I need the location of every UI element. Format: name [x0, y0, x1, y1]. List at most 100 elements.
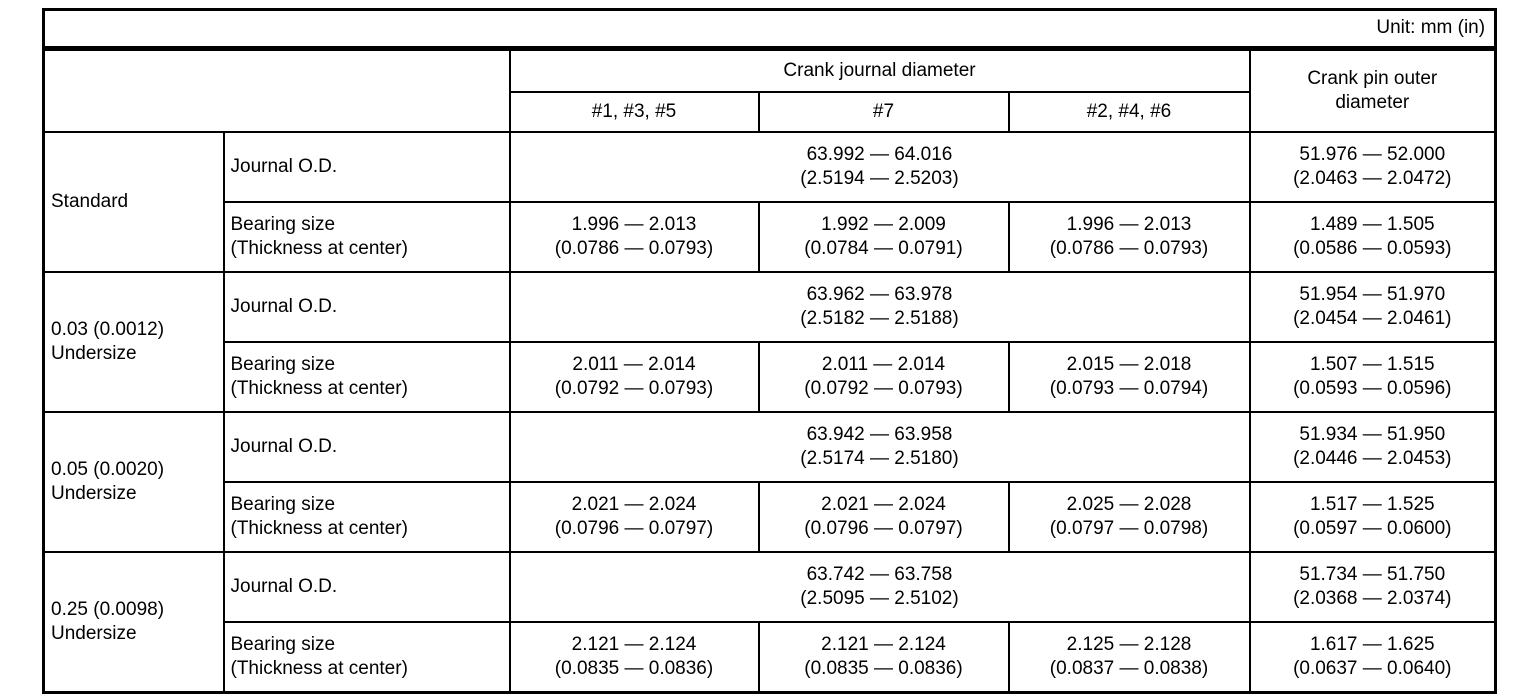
us025-pin-od-value: 51.734 — 51.750 (2.0368 — 2.0374) — [1248, 551, 1497, 623]
unit-row: Unit: mm (in) — [42, 8, 1497, 51]
us003-journal-od-value: 63.962 — 63.978 (2.5182 — 2.5188) — [508, 271, 1251, 343]
bearing-label-line1: Bearing size — [230, 213, 336, 235]
value-in: (0.0835 — 0.0836) — [804, 658, 963, 679]
group-label-line1: 0.03 (0.0012) — [51, 318, 165, 340]
group-label-003-undersize: 0.03 (0.0012) Undersize — [42, 271, 225, 413]
bearing-label-line2: (Thickness at center) — [230, 518, 408, 539]
value-in: (0.0593 — 0.0596) — [1293, 378, 1452, 399]
value-in: (0.0792 — 0.0793) — [554, 378, 714, 399]
value-mm: 51.734 — 51.750 — [1299, 563, 1446, 585]
us005-bearing-2-4-6: 2.025 — 2.028 (0.0797 — 0.0798) — [1007, 481, 1251, 553]
value-in: (2.5182 — 2.5188) — [800, 308, 959, 329]
row-label-bearing-size: Bearing size (Thickness at center) — [222, 201, 511, 273]
header-row-1: Crank journal diameter Crank pin outer d… — [42, 47, 1497, 133]
value-in: (2.0368 — 2.0374) — [1293, 588, 1452, 609]
bearing-label-line1: Bearing size — [230, 633, 336, 655]
row-label-journal-od: Journal O.D. — [222, 411, 511, 483]
value-mm: 63.962 — 63.978 — [806, 283, 953, 305]
value-in: (2.0446 — 2.0453) — [1293, 448, 1452, 469]
header-crank-pin-line1: Crank pin outer — [1307, 67, 1438, 89]
value-in: (0.0597 — 0.0600) — [1293, 518, 1452, 539]
value-in: (0.0786 — 0.0793) — [1049, 238, 1209, 259]
value-mm: 2.011 — 2.014 — [572, 353, 696, 375]
group-label-line1: 0.25 (0.0098) — [51, 598, 165, 620]
header-crank-pin-line2: diameter — [1335, 92, 1410, 113]
group-label-line2: Undersize — [51, 343, 137, 364]
value-mm: 1.996 — 2.013 — [1066, 213, 1192, 235]
us003-bearing-7: 2.011 — 2.014 (0.0792 — 0.0793) — [757, 341, 1010, 413]
us003-bearing-1-3-5: 2.011 — 2.014 (0.0792 — 0.0793) — [508, 341, 760, 413]
header-crank-journal-diameter: Crank journal diameter — [508, 47, 1251, 93]
standard-bearing-7: 1.992 — 2.009 (0.0784 — 0.0791) — [757, 201, 1010, 273]
value-mm: 2.015 — 2.018 — [1066, 353, 1192, 375]
value-mm: 2.011 — 2.014 — [821, 353, 946, 375]
standard-journal-row: Standard Journal O.D. 63.992 — 64.016 (2… — [42, 131, 1497, 273]
header-journal-1-3-5: #1, #3, #5 — [508, 91, 760, 133]
standard-bearing-row: Bearing size (Thickness at center) 1.996… — [44, 201, 1497, 273]
value-mm: 63.742 — 63.758 — [806, 563, 953, 585]
value-in: (0.0792 — 0.0793) — [804, 378, 963, 399]
value-mm: 51.934 — 51.950 — [1299, 423, 1446, 445]
row-label-bearing-size: Bearing size (Thickness at center) — [222, 341, 511, 413]
us025-journal-od-value: 63.742 — 63.758 (2.5095 — 2.5102) — [508, 551, 1251, 623]
us025-bearing-7: 2.121 — 2.124 (0.0835 — 0.0836) — [757, 621, 1010, 694]
value-mm: 2.021 — 2.024 — [821, 493, 946, 515]
value-mm: 1.489 — 1.505 — [1309, 213, 1435, 235]
bearing-label-line1: Bearing size — [230, 353, 336, 375]
value-in: (2.5095 — 2.5102) — [800, 588, 959, 609]
bearing-label-line1: Bearing size — [230, 493, 336, 515]
value-in: (0.0837 — 0.0838) — [1049, 658, 1209, 679]
row-label-bearing-size: Bearing size (Thickness at center) — [222, 621, 511, 694]
row-label-journal-od: Journal O.D. — [222, 131, 511, 203]
row-label-journal-od: Journal O.D. — [222, 271, 511, 343]
value-mm: 51.976 — 52.000 — [1299, 143, 1446, 165]
us025-pin-bearing: 1.617 — 1.625 (0.0637 — 0.0640) — [1248, 621, 1497, 694]
value-mm: 2.121 — 2.124 — [571, 633, 697, 655]
value-mm: 1.617 — 1.625 — [1309, 633, 1435, 655]
group-label-line2: Undersize — [51, 483, 137, 504]
row-label-bearing-size: Bearing size (Thickness at center) — [222, 481, 511, 553]
value-in: (2.0454 — 2.0461) — [1293, 308, 1452, 329]
value-in: (2.0463 — 2.0472) — [1293, 168, 1452, 189]
value-mm: 1.517 — 1.525 — [1309, 493, 1435, 515]
us003-bearing-row: Bearing size (Thickness at center) 2.011… — [44, 341, 1497, 413]
value-in: (0.0796 — 0.0797) — [804, 518, 963, 539]
group-label-line1: Standard — [51, 190, 129, 212]
value-in: (0.0786 — 0.0793) — [554, 238, 714, 259]
value-mm: 51.954 — 51.970 — [1299, 283, 1446, 305]
value-mm: 2.025 — 2.028 — [1066, 493, 1192, 515]
header-row-2: #1, #3, #5 #7 #2, #4, #6 — [44, 91, 1496, 133]
value-in: (2.5194 — 2.5203) — [800, 168, 959, 189]
value-mm: 63.992 — 64.016 — [806, 143, 953, 165]
us003-bearing-2-4-6: 2.015 — 2.018 (0.0793 — 0.0794) — [1007, 341, 1251, 413]
group-label-005-undersize: 0.05 (0.0020) Undersize — [42, 411, 225, 553]
unit-label: Unit: mm (in) — [42, 8, 1497, 51]
standard-journal-od-value: 63.992 — 64.016 (2.5194 — 2.5203) — [508, 131, 1251, 203]
standard-pin-bearing: 1.489 — 1.505 (0.0586 — 0.0593) — [1248, 201, 1497, 273]
header-empty-cell — [42, 47, 511, 133]
bearing-label-line2: (Thickness at center) — [230, 378, 408, 399]
us025-bearing-1-3-5: 2.121 — 2.124 (0.0835 — 0.0836) — [508, 621, 760, 694]
value-in: (0.0793 — 0.0794) — [1049, 378, 1209, 399]
header-journal-2-4-6: #2, #4, #6 — [1007, 91, 1251, 133]
value-in: (0.0637 — 0.0640) — [1293, 658, 1452, 679]
us005-pin-bearing: 1.517 — 1.525 (0.0597 — 0.0600) — [1248, 481, 1497, 553]
bearing-label-line2: (Thickness at center) — [230, 658, 408, 679]
us003-pin-bearing: 1.507 — 1.515 (0.0593 — 0.0596) — [1248, 341, 1497, 413]
group-label-line1: 0.05 (0.0020) — [51, 458, 165, 480]
value-in: (2.5174 — 2.5180) — [800, 448, 959, 469]
header-crank-pin-outer-diameter: Crank pin outer diameter — [1248, 47, 1497, 133]
group-label-025-undersize: 0.25 (0.0098) Undersize — [42, 551, 225, 694]
value-in: (0.0797 — 0.0798) — [1049, 518, 1209, 539]
standard-pin-od-value: 51.976 — 52.000 (2.0463 — 2.0472) — [1248, 131, 1497, 203]
value-mm: 1.507 — 1.515 — [1309, 353, 1435, 375]
us003-pin-od-value: 51.954 — 51.970 (2.0454 — 2.0461) — [1248, 271, 1497, 343]
value-in: (0.0835 — 0.0836) — [554, 658, 714, 679]
us025-journal-row: 0.25 (0.0098) Undersize Journal O.D. 63.… — [42, 551, 1497, 694]
us005-journal-od-value: 63.942 — 63.958 (2.5174 — 2.5180) — [508, 411, 1251, 483]
value-in: (0.0784 — 0.0791) — [804, 238, 963, 259]
us025-bearing-2-4-6: 2.125 — 2.128 (0.0837 — 0.0838) — [1007, 621, 1251, 694]
value-mm: 2.121 — 2.124 — [821, 633, 946, 655]
spec-table-container: Unit: mm (in) Crank journal diameter Cra… — [42, 8, 1498, 694]
us005-bearing-row: Bearing size (Thickness at center) 2.021… — [44, 481, 1497, 553]
